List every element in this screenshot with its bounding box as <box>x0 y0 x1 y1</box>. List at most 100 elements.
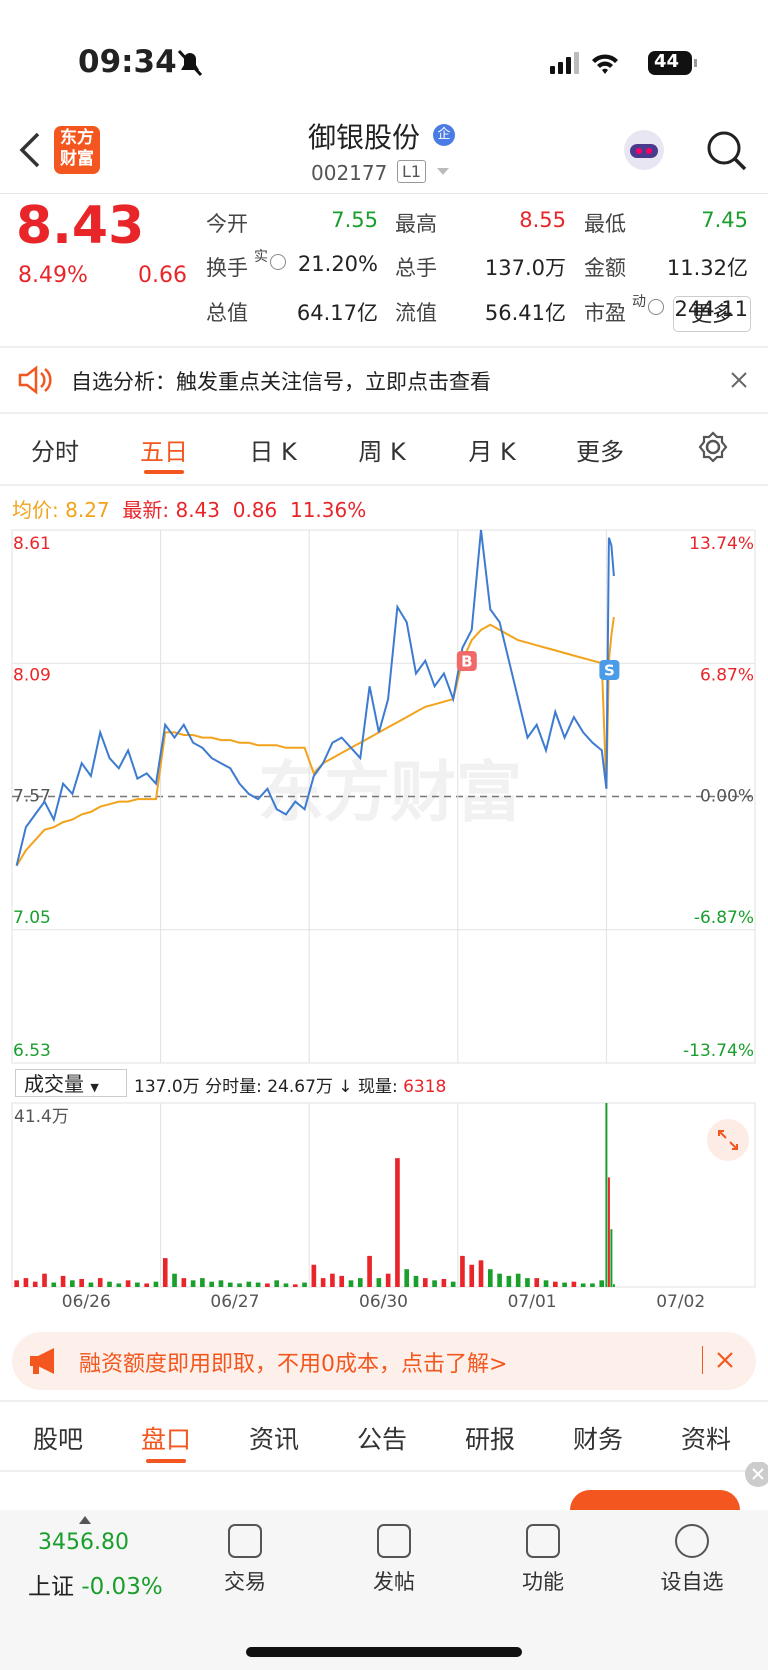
trade-marker <box>456 651 477 671</box>
settings-button[interactable] <box>696 430 730 464</box>
notice-text[interactable]: 自选分析：触发重点关注信号，立即点击查看 <box>71 370 491 394</box>
index-value[interactable]: 3456.80 <box>38 1530 129 1555</box>
nav-item[interactable]: 功能 <box>522 1570 564 1594</box>
nav-item[interactable]: 交易 <box>224 1570 266 1594</box>
up-arrow <box>79 1516 91 1524</box>
volume-bar <box>135 1282 140 1287</box>
nav-icon[interactable] <box>377 1524 411 1558</box>
mute-icon <box>177 49 203 77</box>
info-icon[interactable] <box>270 254 286 270</box>
y-tick-label: 8.09 <box>13 665 51 685</box>
volume-bar <box>357 1278 363 1287</box>
volume-bar <box>534 1278 540 1287</box>
megaphone-icon <box>30 1348 54 1374</box>
stat-label: 总值 <box>206 301 248 325</box>
trade-marker <box>599 660 620 680</box>
volume-bar <box>60 1275 66 1287</box>
volume-bar <box>172 1273 177 1287</box>
volume-bar <box>478 1260 484 1287</box>
volume-bar <box>404 1269 410 1287</box>
close-float[interactable] <box>736 1462 768 1498</box>
volume-bar <box>450 1281 456 1287</box>
volume-bar <box>395 1158 400 1287</box>
close-notice[interactable] <box>730 371 748 389</box>
trade-marker-label: B <box>461 653 472 671</box>
nav-icon[interactable] <box>526 1524 560 1558</box>
average-line <box>15 616 615 867</box>
change-pct: 8.49% <box>18 263 88 288</box>
volume-bar <box>42 1273 47 1287</box>
volume-bar <box>376 1278 382 1287</box>
expand-button[interactable] <box>706 1118 750 1162</box>
volume-bar <box>255 1282 261 1287</box>
volume-bar <box>552 1281 558 1287</box>
info-tab[interactable]: 研报 <box>464 1425 515 1454</box>
latest-change: 0.86 <box>232 498 278 522</box>
info-tab[interactable]: 财务 <box>572 1425 623 1454</box>
x-tick-label: 07/01 <box>508 1292 557 1312</box>
volume-bar <box>487 1269 493 1287</box>
price: 8.43 <box>16 196 145 256</box>
volume-bar <box>441 1279 447 1287</box>
index-name: 上证 <box>28 1574 74 1600</box>
stat-label: 金额 <box>584 256 626 280</box>
info-tab[interactable]: 股吧 <box>32 1425 83 1454</box>
volume-frame <box>11 1102 756 1288</box>
tab[interactable]: 日 K <box>249 438 297 466</box>
close-ad[interactable] <box>716 1351 734 1369</box>
volume-bar <box>330 1273 335 1287</box>
dropdown[interactable] <box>436 167 450 177</box>
volume-selector[interactable]: 成交量 ▼ <box>15 1069 127 1097</box>
tab[interactable]: 周 K <box>358 438 406 466</box>
nav-icon[interactable] <box>675 1524 709 1558</box>
tab[interactable]: 月 K <box>468 438 516 466</box>
volume-bar <box>612 1284 615 1287</box>
volume-bar <box>422 1278 428 1287</box>
x-tick-label: 06/27 <box>210 1292 259 1312</box>
change: 0.66 <box>138 263 187 288</box>
volume-bar <box>292 1284 298 1287</box>
nav-icon[interactable] <box>228 1524 262 1558</box>
more-button[interactable]: 更多 <box>673 296 751 332</box>
ad-text[interactable]: 融资额度即用即取，不用0成本，点击了解> <box>79 1352 508 1377</box>
stock-code: 002177 <box>311 161 388 185</box>
stat-value: 11.32亿 <box>666 256 748 280</box>
stat-label: 最低 <box>584 212 626 236</box>
logo[interactable]: 东方 财富 <box>54 126 100 174</box>
nav-item[interactable]: 发帖 <box>373 1570 415 1594</box>
volume-bar <box>460 1255 465 1287</box>
volume-bar <box>144 1283 149 1287</box>
x-tick-label: 07/02 <box>656 1292 705 1312</box>
volume-bar <box>320 1278 326 1287</box>
info-tab[interactable]: 资料 <box>680 1425 731 1454</box>
volume-bar <box>200 1278 205 1287</box>
volume-bar <box>543 1280 549 1287</box>
period-label: 分时量: <box>205 1077 262 1097</box>
index[interactable]: 上证 -0.03% <box>28 1567 163 1601</box>
info-tab[interactable]: 资讯 <box>248 1425 299 1454</box>
volume-bar <box>265 1283 270 1287</box>
ad-banner[interactable] <box>12 1332 756 1390</box>
volume-bar <box>107 1281 112 1287</box>
volume-bar <box>506 1275 512 1287</box>
info-tab[interactable]: 公告 <box>356 1425 407 1454</box>
search-button[interactable] <box>704 128 748 172</box>
volume-bar <box>227 1282 233 1287</box>
volume-tick-label: 41.4万 <box>14 1107 69 1127</box>
info-tab[interactable]: 盘口 <box>140 1425 191 1454</box>
robot-icon[interactable] <box>620 128 668 174</box>
info-icon[interactable] <box>648 299 664 315</box>
level[interactable]: L1 <box>397 160 427 183</box>
tab[interactable]: 五日 <box>140 438 188 466</box>
volume-bar <box>209 1281 215 1287</box>
volume-bar <box>580 1283 586 1287</box>
current-label: 现量: <box>357 1077 398 1097</box>
back-button[interactable] <box>16 130 42 170</box>
tab[interactable]: 更多 <box>576 438 624 466</box>
nav-item[interactable]: 设自选 <box>660 1570 724 1594</box>
tab[interactable]: 分时 <box>31 438 79 466</box>
volume-bar <box>525 1278 530 1287</box>
volume-bar <box>605 1103 608 1287</box>
logo-text: 财富 <box>60 149 94 169</box>
